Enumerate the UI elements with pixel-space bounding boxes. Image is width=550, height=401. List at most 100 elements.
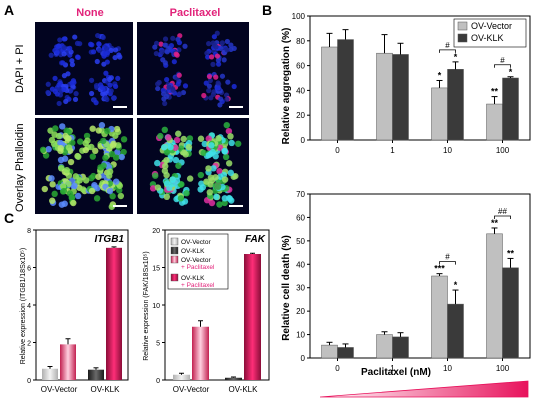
bar-ov-vector bbox=[376, 334, 393, 359]
scale-bar bbox=[229, 205, 243, 207]
cell-death-chart: Relative cell death (%) Paclitaxel (nM) … bbox=[281, 190, 531, 378]
bar-ov-klk bbox=[337, 347, 354, 359]
legend-sublabel: + Paclitaxel bbox=[181, 282, 215, 289]
bar-untreated bbox=[225, 377, 242, 380]
y-tick-label: 4 bbox=[27, 303, 31, 310]
bar-ov-klk bbox=[447, 303, 464, 359]
y-tick-label: 2 bbox=[27, 341, 31, 348]
x-tick-label: OV-KLK bbox=[229, 385, 259, 394]
itgb1-ylabel: Relative expression (ITGB1/18Sx10⁵) bbox=[20, 248, 27, 365]
legend-sublabel: + Paclitaxel bbox=[181, 264, 215, 271]
hash-mark: # bbox=[500, 56, 505, 65]
legend-label: OV-KLK bbox=[181, 248, 205, 255]
x-tick-label: 10 bbox=[443, 364, 452, 373]
row-label-dapi-pi: DAPI + PI bbox=[14, 44, 26, 93]
y-tick-label: 60 bbox=[296, 62, 305, 71]
comparison-bracket bbox=[439, 49, 456, 53]
bar-ov-klk bbox=[392, 54, 409, 141]
bar-ov-vector bbox=[321, 344, 338, 359]
x-tick-label: 0 bbox=[335, 364, 340, 373]
aggregation-chart: Relative aggregation (%) 0 20 40 60 80 100 0 1 1… bbox=[281, 12, 531, 155]
bar-ov-vector bbox=[486, 233, 503, 359]
significance-star: * bbox=[438, 70, 442, 80]
plot-frame bbox=[309, 15, 531, 141]
bar-ov-klk bbox=[502, 267, 519, 359]
x-tick-label: 10 bbox=[443, 146, 452, 155]
y-tick-label: 60 bbox=[296, 213, 305, 222]
y-tick-label: 8 bbox=[27, 228, 31, 235]
legend-label: OV-KLK bbox=[181, 275, 205, 282]
chart-title: FAK bbox=[245, 234, 266, 245]
legend-label: OV-KLK bbox=[471, 33, 504, 43]
bar-ov-vector bbox=[431, 275, 448, 359]
legend-label: OV-Vector bbox=[471, 21, 512, 31]
panel-b-label: B bbox=[262, 2, 273, 18]
gradient-triangle bbox=[320, 380, 529, 398]
scale-bar bbox=[229, 106, 243, 108]
micrograph-none-dapi bbox=[35, 22, 133, 115]
x-tick-label: OV-Vector bbox=[173, 385, 210, 394]
comparison-bracket bbox=[494, 215, 511, 219]
y-tick-label: 30 bbox=[296, 284, 305, 293]
itgb1-chart: Relative expression (ITGB1/18Sx10⁵) 0 2 4 6… bbox=[20, 228, 129, 394]
y-tick-label: 10 bbox=[296, 331, 305, 340]
legend-swatch bbox=[170, 273, 179, 282]
significance-star: ** bbox=[491, 87, 499, 97]
bar-ov-vector bbox=[376, 52, 393, 141]
x-tick-label: 100 bbox=[496, 146, 510, 155]
y-tick-label: 20 bbox=[152, 228, 160, 235]
bar-ov-klk bbox=[447, 69, 464, 141]
bar-untreated bbox=[42, 368, 58, 380]
y-tick-label: 80 bbox=[296, 37, 305, 46]
y-tick-label: 40 bbox=[296, 260, 305, 269]
significance-star: * bbox=[454, 280, 458, 290]
bar-ov-klk bbox=[392, 336, 409, 359]
legend-swatch bbox=[170, 246, 179, 255]
bar-paclitaxel bbox=[244, 254, 261, 380]
scale-bar bbox=[113, 205, 127, 207]
legend-label: OV-Vector bbox=[181, 239, 211, 246]
y-tick-label: 0 bbox=[27, 378, 31, 385]
legend-swatch bbox=[170, 237, 179, 246]
y-tick-label: 20 bbox=[296, 111, 305, 120]
paclitaxel-gradient-wedge bbox=[320, 380, 529, 398]
x-tick-label: 1 bbox=[390, 146, 395, 155]
bar-ov-klk bbox=[502, 77, 519, 141]
x-tick-label: OV-Vector bbox=[41, 385, 78, 394]
chart-title: ITGB1 bbox=[95, 234, 125, 245]
hash-mark: ## bbox=[498, 207, 507, 216]
legend-swatch bbox=[457, 21, 468, 31]
x-tick-label: 100 bbox=[496, 364, 510, 373]
scale-bar bbox=[113, 106, 127, 108]
bar-paclitaxel bbox=[192, 326, 209, 380]
condition-label-none: None bbox=[76, 7, 104, 19]
legend-swatch bbox=[457, 33, 468, 43]
y-tick-label: 40 bbox=[296, 86, 305, 95]
y-tick-label: 70 bbox=[296, 190, 305, 199]
significance-star: * bbox=[509, 67, 513, 77]
bar-ov-klk bbox=[337, 39, 354, 141]
significance-star: * bbox=[454, 52, 458, 62]
x-tick-label: 1 bbox=[390, 364, 395, 373]
fak-chart: Relative expression (FAK/18Sx10⁵) 0 5 10 15… bbox=[143, 228, 270, 394]
celldeath-xlabel: Paclitaxel (nM) bbox=[361, 367, 431, 378]
celldeath-ylabel: Relative cell death (%) bbox=[281, 235, 292, 341]
y-tick-label: 0 bbox=[301, 136, 306, 145]
bar-ov-vector bbox=[321, 46, 338, 141]
hash-mark: # bbox=[445, 253, 450, 262]
x-tick-label: OV-KLK bbox=[91, 385, 121, 394]
row-label-overlay-phalloidin: Overlay Phalloidin bbox=[14, 123, 26, 213]
comparison-bracket bbox=[494, 64, 511, 68]
bar-paclitaxel bbox=[106, 247, 122, 380]
fak-ylabel: Relative expression (FAK/18Sx10⁵) bbox=[143, 251, 150, 361]
y-tick-label: 100 bbox=[292, 12, 306, 21]
bar-untreated bbox=[88, 369, 104, 380]
comparison-bracket bbox=[439, 261, 456, 265]
y-tick-label: 10 bbox=[152, 303, 160, 310]
bar-ov-vector bbox=[431, 87, 448, 141]
significance-star: ** bbox=[491, 218, 499, 228]
legend-label: OV-Vector bbox=[181, 257, 211, 264]
y-tick-label: 0 bbox=[301, 354, 306, 363]
bar-paclitaxel bbox=[60, 344, 76, 380]
bar-ov-vector bbox=[486, 103, 503, 141]
